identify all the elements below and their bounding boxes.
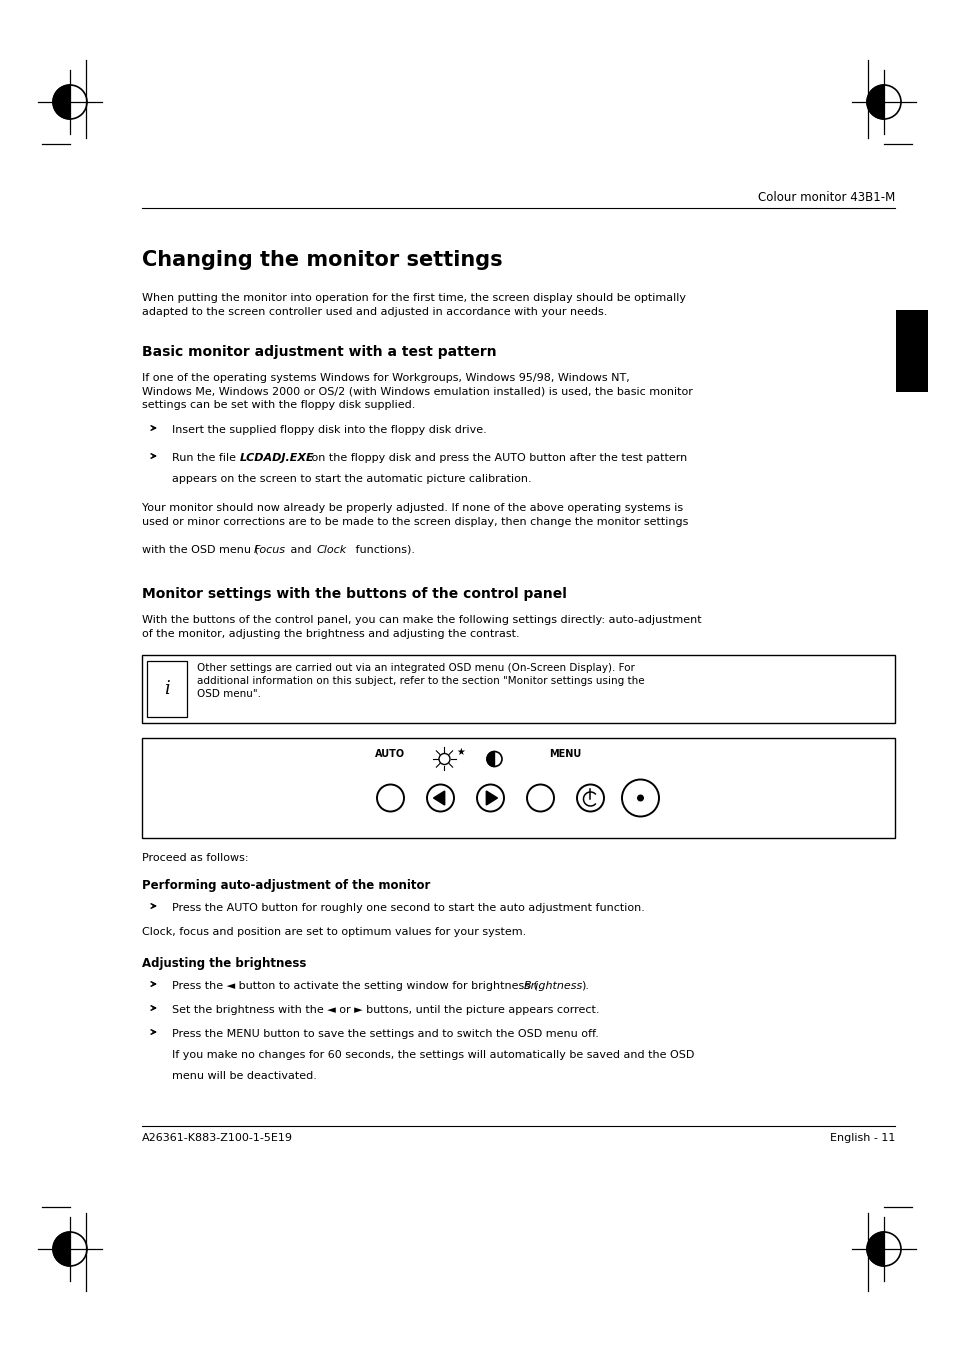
- Polygon shape: [486, 751, 494, 766]
- Text: Other settings are carried out via an integrated OSD menu (On-Screen Display). F: Other settings are carried out via an in…: [196, 663, 644, 700]
- Text: If you make no changes for 60 seconds, the settings will automatically be saved : If you make no changes for 60 seconds, t…: [172, 1050, 694, 1061]
- Text: Clock: Clock: [316, 544, 347, 555]
- Text: If one of the operating systems Windows for Workgroups, Windows 95/98, Windows N: If one of the operating systems Windows …: [142, 373, 692, 411]
- Text: Proceed as follows:: Proceed as follows:: [142, 852, 248, 863]
- Text: menu will be deactivated.: menu will be deactivated.: [172, 1071, 316, 1081]
- Polygon shape: [486, 790, 497, 805]
- Text: With the buttons of the control panel, you can make the following settings direc: With the buttons of the control panel, y…: [142, 615, 700, 639]
- Text: Adjusting the brightness: Adjusting the brightness: [142, 957, 306, 970]
- Text: A26361-K883-Z100-1-5E19: A26361-K883-Z100-1-5E19: [142, 1133, 293, 1143]
- FancyBboxPatch shape: [142, 655, 894, 723]
- Text: with the OSD menu (: with the OSD menu (: [142, 544, 258, 555]
- Text: MENU: MENU: [549, 748, 581, 759]
- Text: on the floppy disk and press the AUTO button after the test pattern: on the floppy disk and press the AUTO bu…: [308, 453, 686, 463]
- Text: Run the file: Run the file: [172, 453, 239, 463]
- Polygon shape: [433, 790, 444, 805]
- Text: Set the brightness with the ◄ or ► buttons, until the picture appears correct.: Set the brightness with the ◄ or ► butto…: [172, 1005, 598, 1015]
- Text: Brightness: Brightness: [523, 981, 582, 992]
- Text: functions).: functions).: [352, 544, 415, 555]
- FancyBboxPatch shape: [147, 661, 187, 717]
- FancyBboxPatch shape: [142, 738, 894, 838]
- Circle shape: [637, 796, 642, 801]
- Polygon shape: [53, 1232, 70, 1266]
- Text: AUTO: AUTO: [375, 748, 405, 759]
- Text: English - 11: English - 11: [829, 1133, 894, 1143]
- Text: and: and: [287, 544, 314, 555]
- Text: Changing the monitor settings: Changing the monitor settings: [142, 250, 502, 270]
- Text: Press the MENU button to save the settings and to switch the OSD menu off.: Press the MENU button to save the settin…: [172, 1029, 598, 1039]
- FancyBboxPatch shape: [895, 309, 927, 392]
- Text: Insert the supplied floppy disk into the floppy disk drive.: Insert the supplied floppy disk into the…: [172, 426, 486, 435]
- Text: When putting the monitor into operation for the first time, the screen display s: When putting the monitor into operation …: [142, 293, 685, 316]
- Text: Basic monitor adjustment with a test pattern: Basic monitor adjustment with a test pat…: [142, 345, 497, 359]
- Text: Press the AUTO button for roughly one second to start the auto adjustment functi: Press the AUTO button for roughly one se…: [172, 902, 644, 913]
- Text: Performing auto-adjustment of the monitor: Performing auto-adjustment of the monito…: [142, 880, 430, 892]
- Polygon shape: [866, 1232, 883, 1266]
- Text: Colour monitor 43B1-M: Colour monitor 43B1-M: [757, 190, 894, 204]
- Polygon shape: [866, 85, 883, 119]
- Text: Focus: Focus: [253, 544, 286, 555]
- Text: Press the ◄ button to activate the setting window for brightness (: Press the ◄ button to activate the setti…: [172, 981, 537, 992]
- Text: Your monitor should now already be properly adjusted. If none of the above opera: Your monitor should now already be prope…: [142, 503, 688, 527]
- Text: ).: ).: [580, 981, 588, 992]
- Text: Monitor settings with the buttons of the control panel: Monitor settings with the buttons of the…: [142, 586, 566, 601]
- Text: i: i: [164, 680, 170, 698]
- Text: ★: ★: [456, 747, 464, 757]
- Text: LCDADJ.EXE: LCDADJ.EXE: [240, 453, 314, 463]
- Polygon shape: [53, 85, 70, 119]
- Text: appears on the screen to start the automatic picture calibration.: appears on the screen to start the autom…: [172, 474, 531, 484]
- Text: Clock, focus and position are set to optimum values for your system.: Clock, focus and position are set to opt…: [142, 927, 526, 938]
